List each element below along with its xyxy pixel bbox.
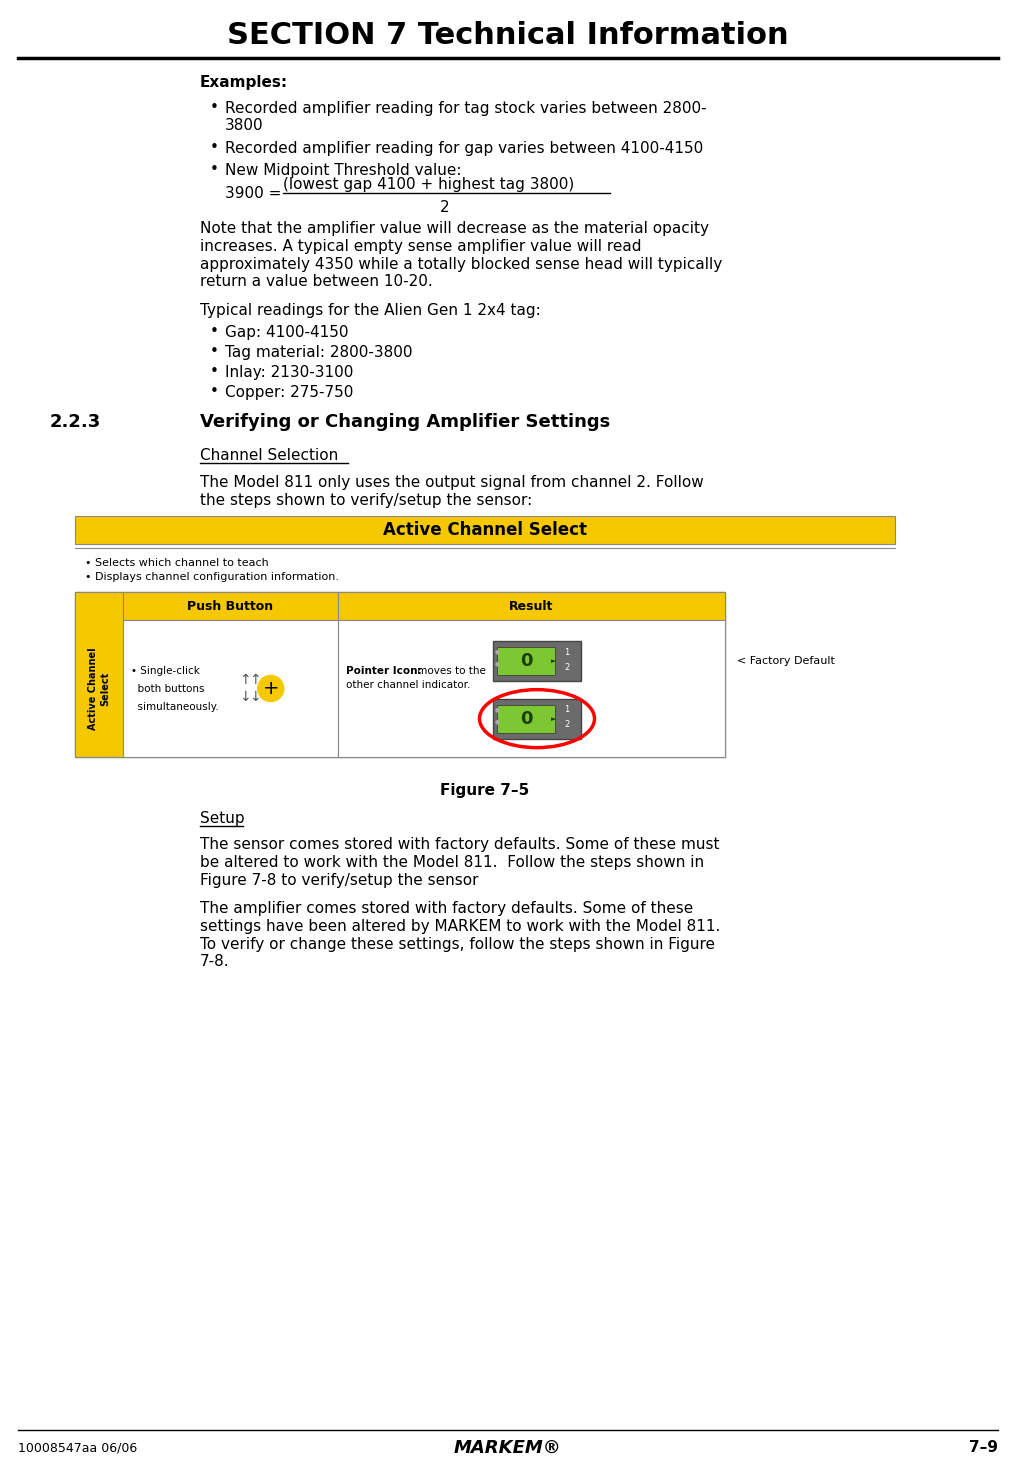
Bar (75, 592, 725, 757)
Text: 2.2.3: 2.2.3 (50, 413, 102, 430)
Text: 7–9: 7–9 (969, 1440, 998, 1456)
Text: The sensor comes stored with factory defaults. Some of these must: The sensor comes stored with factory def… (200, 836, 719, 852)
Text: ●: ● (495, 719, 500, 724)
Text: •: • (210, 365, 218, 379)
Text: Figure 7–5: Figure 7–5 (440, 782, 529, 798)
Circle shape (258, 676, 283, 702)
Text: ↓: ↓ (239, 690, 251, 703)
Text: Push Button: Push Button (187, 600, 273, 613)
Text: • Displays channel configuration information.: • Displays channel configuration informa… (85, 572, 339, 582)
Text: 3900 =: 3900 = (225, 185, 287, 200)
Text: Gap: 4100-4150: Gap: 4100-4150 (225, 324, 348, 340)
Text: increases. A typical empty sense amplifier value will read: increases. A typical empty sense amplifi… (200, 238, 641, 254)
Bar (75, 516, 895, 544)
Text: 7-8.: 7-8. (200, 954, 230, 969)
Text: SECTION 7 Technical Information: SECTION 7 Technical Information (228, 20, 788, 50)
Text: Typical readings for the Alien Gen 1 2x4 tag:: Typical readings for the Alien Gen 1 2x4… (200, 302, 541, 318)
Text: Recorded amplifier reading for gap varies between 4100-4150: Recorded amplifier reading for gap varie… (225, 140, 703, 156)
Text: be altered to work with the Model 811.  Follow the steps shown in: be altered to work with the Model 811. F… (200, 855, 704, 870)
Text: 1: 1 (564, 648, 570, 657)
Text: Verifying or Changing Amplifier Settings: Verifying or Changing Amplifier Settings (200, 413, 611, 430)
Bar (493, 641, 581, 681)
Text: •: • (210, 162, 218, 178)
Text: simultaneously.: simultaneously. (131, 702, 218, 712)
Text: Channel Selection: Channel Selection (200, 448, 338, 463)
Text: 10008547aa 06/06: 10008547aa 06/06 (18, 1441, 137, 1455)
Text: Figure 7-8 to verify/setup the sensor: Figure 7-8 to verify/setup the sensor (200, 872, 479, 887)
Text: Active Channel
Select: Active Channel Select (88, 648, 110, 730)
Text: New Midpoint Threshold value:: New Midpoint Threshold value: (225, 162, 461, 178)
Bar (75, 592, 123, 757)
Text: Setup: Setup (200, 811, 245, 826)
Text: The Model 811 only uses the output signal from channel 2. Follow: The Model 811 only uses the output signa… (200, 476, 704, 490)
Text: The amplifier comes stored with factory defaults. Some of these: The amplifier comes stored with factory … (200, 900, 693, 915)
Text: 2: 2 (440, 200, 450, 214)
Text: Pointer Icon:: Pointer Icon: (346, 665, 422, 676)
Bar (338, 592, 725, 620)
Text: ↑: ↑ (239, 674, 251, 687)
Text: 0: 0 (520, 709, 532, 728)
Text: • Single-click: • Single-click (131, 665, 200, 676)
Text: •: • (210, 324, 218, 340)
Text: both buttons: both buttons (131, 683, 204, 693)
Text: •: • (210, 344, 218, 359)
Text: Copper: 275-750: Copper: 275-750 (225, 385, 354, 400)
Bar (123, 592, 338, 620)
Text: Result: Result (509, 600, 554, 613)
Text: 2: 2 (564, 662, 570, 671)
Text: Tag material: 2800-3800: Tag material: 2800-3800 (225, 344, 412, 359)
Text: Note that the amplifier value will decrease as the material opacity: Note that the amplifier value will decre… (200, 220, 709, 235)
Text: •: • (210, 140, 218, 156)
Text: Examples:: Examples: (200, 74, 289, 89)
Text: •: • (210, 385, 218, 400)
Text: return a value between 10-20.: return a value between 10-20. (200, 274, 433, 289)
Text: ►: ► (551, 716, 557, 722)
Bar (338, 620, 725, 757)
Text: ►: ► (551, 658, 557, 664)
Text: Active Channel Select: Active Channel Select (383, 521, 587, 538)
Text: moves to the: moves to the (414, 665, 486, 676)
Text: Recorded amplifier reading for tag stock varies between 2800-: Recorded amplifier reading for tag stock… (225, 101, 706, 115)
Text: ↓: ↓ (249, 690, 260, 703)
Text: +: + (262, 678, 279, 697)
Text: ●: ● (495, 649, 500, 655)
Text: approximately 4350 while a totally blocked sense head will typically: approximately 4350 while a totally block… (200, 257, 722, 271)
Text: settings have been altered by MARKEM to work with the Model 811.: settings have been altered by MARKEM to … (200, 919, 720, 934)
Text: MARKEM®: MARKEM® (454, 1439, 562, 1458)
Text: To verify or change these settings, follow the steps shown in Figure: To verify or change these settings, foll… (200, 937, 715, 951)
Text: ↑: ↑ (249, 674, 260, 687)
Bar (123, 620, 338, 757)
Text: < Factory Default: < Factory Default (737, 657, 835, 667)
Text: the steps shown to verify/setup the sensor:: the steps shown to verify/setup the sens… (200, 493, 532, 509)
Text: 1: 1 (564, 705, 570, 713)
Text: • Selects which channel to teach: • Selects which channel to teach (85, 557, 269, 568)
Bar (497, 648, 555, 676)
Text: (lowest gap 4100 + highest tag 3800): (lowest gap 4100 + highest tag 3800) (283, 178, 574, 193)
Bar (493, 699, 581, 738)
Text: ●: ● (495, 661, 500, 667)
Text: •: • (210, 101, 218, 115)
Text: ●: ● (495, 708, 500, 712)
Text: Inlay: 2130-3100: Inlay: 2130-3100 (225, 365, 354, 379)
Bar (497, 705, 555, 732)
Text: 0: 0 (520, 652, 532, 670)
Text: other channel indicator.: other channel indicator. (346, 680, 470, 690)
Text: 2: 2 (564, 721, 570, 730)
Text: 3800: 3800 (225, 118, 263, 134)
